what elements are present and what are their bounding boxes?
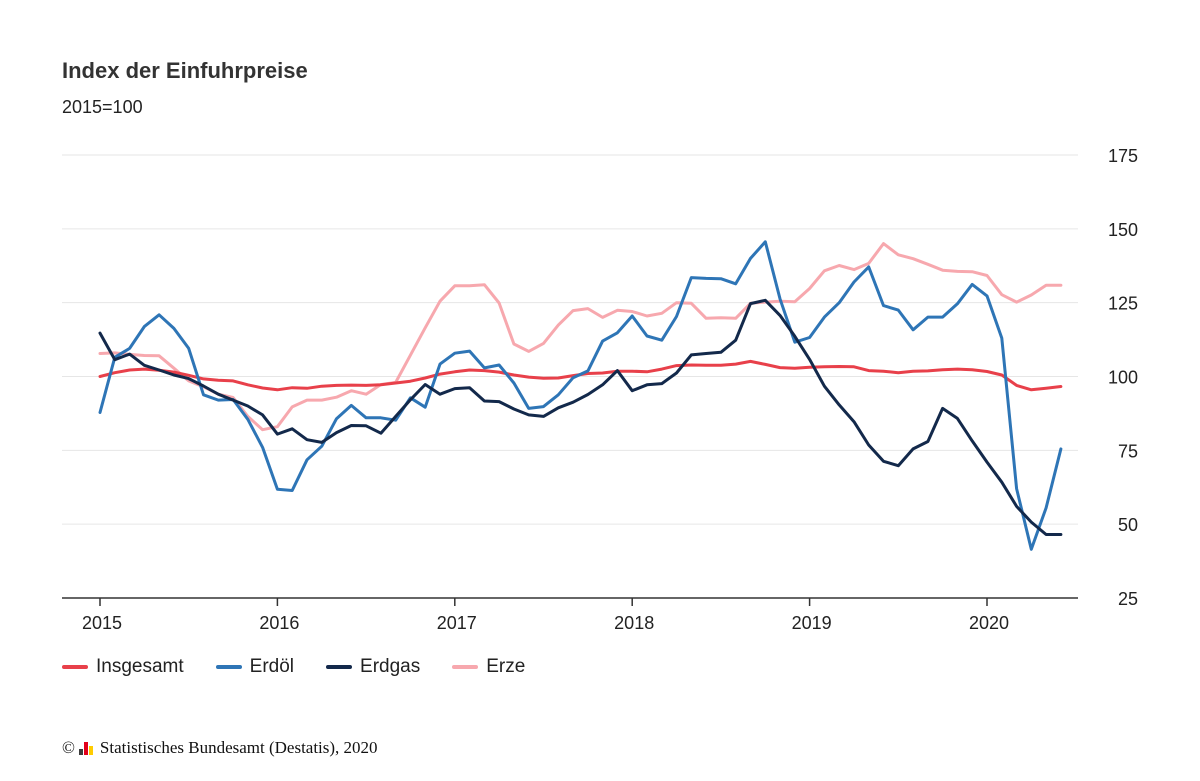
y-tick-label: 100	[1108, 368, 1138, 388]
legend-swatch	[452, 665, 479, 669]
y-tick-label: 175	[1108, 146, 1138, 166]
series-line-erdoel	[98, 240, 1063, 551]
legend-swatch	[215, 665, 242, 669]
legend-swatch	[326, 665, 353, 669]
logo-bar	[88, 746, 93, 755]
legend-label: Erdöl	[249, 656, 295, 677]
legend-item: Insgesamt	[62, 656, 184, 678]
x-tick-label: 2015	[82, 613, 122, 633]
series-lines	[98, 240, 1063, 551]
chart-subtitle: 2015=100	[62, 97, 143, 117]
source-text: Statistisches Bundesamt (Destatis), 2020	[99, 738, 378, 757]
x-tick-label: 2016	[259, 613, 299, 633]
x-tick-label: 2019	[792, 613, 832, 633]
y-tick-label: 25	[1118, 589, 1138, 609]
x-axis: 2015 2016 2017 2018 2019 2020	[62, 597, 1078, 633]
source-footer: © Statistisches Bundesamt (Destatis), 20…	[62, 738, 378, 758]
legend-label: Erdgas	[360, 656, 421, 677]
legend-item: Erdöl	[215, 656, 295, 678]
grid-lines	[62, 154, 1078, 525]
y-tick-label: 150	[1108, 220, 1138, 240]
legend-item: Erze	[452, 656, 525, 678]
series-line-erdgas	[98, 298, 1063, 536]
y-tick-label: 75	[1118, 441, 1138, 461]
destatis-logo-icon	[78, 741, 94, 755]
chart-title: Index der Einfuhrpreise	[62, 58, 308, 83]
series-line-erze	[98, 242, 1063, 432]
legend-label: Erze	[486, 656, 526, 677]
logo-bar	[78, 749, 83, 755]
y-tick-label: 50	[1118, 515, 1138, 535]
legend-label: Insgesamt	[96, 656, 184, 677]
x-tick-label: 2018	[614, 613, 654, 633]
x-tick-label: 2017	[437, 613, 477, 633]
legend: Insgesamt Erdöl Erdgas Erze	[62, 656, 557, 678]
y-axis-ticks: 25 50 75 100 125 150 175	[1108, 146, 1138, 609]
copyright-symbol: ©	[62, 738, 75, 757]
logo-bar	[83, 742, 88, 755]
x-tick-label: 2020	[969, 613, 1009, 633]
y-tick-label: 125	[1108, 294, 1138, 314]
legend-item: Erdgas	[326, 656, 420, 678]
legend-swatch	[62, 665, 88, 669]
